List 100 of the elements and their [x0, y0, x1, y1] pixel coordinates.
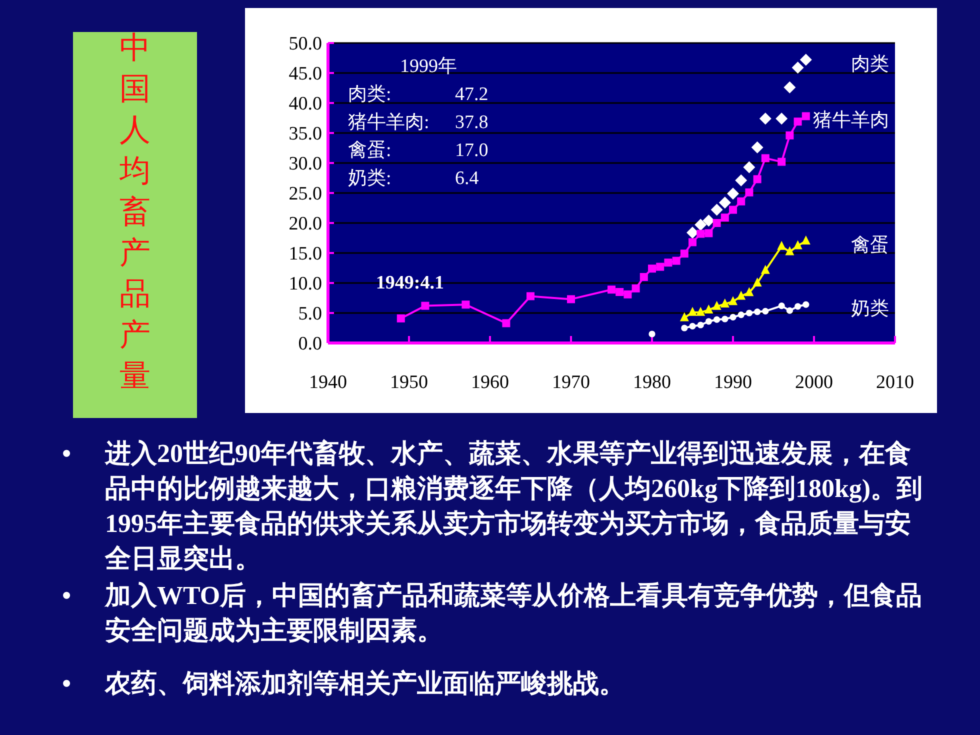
point: [714, 316, 720, 323]
text: 奶类: [851, 298, 889, 320]
point: [737, 197, 746, 206]
x-tick-label: 1950: [390, 372, 428, 393]
point: [785, 246, 794, 256]
point: [462, 300, 470, 309]
point: [743, 161, 756, 174]
point: [640, 273, 648, 281]
point: [761, 154, 770, 162]
point: [681, 324, 688, 332]
y-tick-label: 50.0: [288, 34, 322, 55]
point: [656, 262, 664, 271]
point: [720, 214, 729, 222]
point: [736, 290, 746, 300]
point: [800, 54, 812, 66]
text: 奶类: 6.4: [348, 168, 479, 189]
point: [729, 206, 737, 214]
y-tick-label: 10.0: [288, 274, 322, 295]
point: [759, 112, 772, 125]
x-tick-label: 1980: [633, 372, 671, 393]
point: [694, 218, 707, 231]
y-tick-label: 20.0: [288, 214, 322, 235]
point: [704, 229, 713, 238]
series-label: 猪牛羊肉: [813, 109, 889, 132]
point: [697, 322, 704, 328]
point: [686, 226, 698, 239]
point: [526, 292, 534, 300]
point: [696, 306, 706, 316]
point: [751, 141, 764, 154]
text: • 进入20世纪90年代畜牧、水产、蔬菜、水果等产业得到迅速发展，在食品中的比例越来越大，口粮消费逐年下降（人均260kg下降到180kg)。到1995年主要食品的供求关系从卖方市场转变为买方市场，食品质量与安全日显突出。: [62, 439, 923, 573]
point: [710, 204, 723, 216]
point: [727, 188, 739, 200]
point: [794, 118, 802, 126]
x-tick-label: 2010: [876, 372, 914, 393]
point: [744, 287, 754, 296]
point: [664, 258, 672, 267]
text: 肉类: [851, 52, 889, 75]
point: [616, 288, 624, 296]
point: [776, 112, 788, 125]
point: [793, 240, 802, 250]
annotation: 1999年: [400, 56, 457, 77]
point: [608, 286, 616, 294]
annotation: 1949:4.1: [376, 272, 444, 294]
point: [624, 290, 632, 298]
x-tick-label: 1970: [552, 372, 590, 393]
point: [778, 158, 786, 166]
point: [502, 319, 510, 328]
point: [784, 81, 796, 94]
text: 肉类: 47.2: [348, 84, 488, 105]
point: [704, 304, 714, 314]
point: [746, 310, 752, 316]
point: [754, 308, 761, 316]
y-tick-label: 40.0: [288, 94, 322, 115]
point: [696, 230, 705, 238]
point: [689, 322, 696, 330]
point: [567, 295, 575, 304]
text: 猪牛羊肉: 37.8: [348, 112, 488, 133]
point: [672, 256, 680, 265]
point: [730, 314, 736, 320]
point: [802, 112, 810, 120]
point: [720, 298, 730, 308]
point: [712, 219, 721, 227]
x-tick-label: 1990: [714, 372, 752, 393]
point: [648, 330, 656, 338]
point: [778, 302, 785, 310]
x-tick-label: 1960: [471, 372, 509, 393]
point: [648, 264, 656, 273]
point: [688, 306, 697, 316]
point: [752, 278, 762, 286]
point: [802, 301, 810, 308]
y-tick-label: 15.0: [288, 244, 322, 265]
point: [680, 312, 689, 322]
y-tick-label: 5.0: [298, 304, 322, 325]
point: [722, 316, 728, 322]
y-tick-label: 45.0: [288, 64, 322, 85]
point: [680, 250, 688, 258]
point: [396, 314, 405, 322]
y-tick-label: 25.0: [288, 184, 322, 205]
point: [762, 308, 769, 314]
point: [801, 236, 810, 244]
x-tick-label: 1940: [309, 372, 347, 393]
text: • 加入WTO后，中国的畜产品和蔬菜等从价格上看具有竞争优势，但食品安全问题成为主要限制因素。: [62, 581, 922, 645]
point: [760, 264, 770, 274]
point: [712, 300, 722, 310]
point: [718, 196, 731, 209]
point: [786, 307, 793, 314]
point: [786, 131, 794, 140]
point: [688, 238, 696, 246]
text: 禽蛋: 17.0: [348, 140, 488, 161]
point: [632, 284, 640, 292]
x-tick-label: 2000: [795, 372, 833, 393]
point: [735, 174, 748, 186]
point: [705, 318, 712, 325]
point: [753, 175, 762, 184]
chart-title: 中国人均畜产品产量: [120, 30, 150, 394]
point: [738, 312, 744, 318]
y-tick-label: 35.0: [288, 124, 322, 145]
point: [728, 296, 738, 306]
point: [777, 240, 786, 250]
point: [745, 188, 754, 196]
